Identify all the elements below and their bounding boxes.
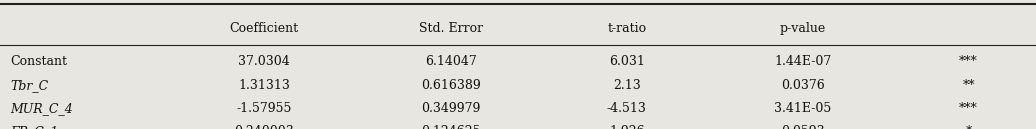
Text: MUR_C_4: MUR_C_4	[10, 102, 74, 115]
Text: 1.926: 1.926	[609, 125, 644, 129]
Text: 1.44E-07: 1.44E-07	[774, 55, 832, 68]
Text: 2.13: 2.13	[613, 79, 640, 92]
Text: 0.616389: 0.616389	[421, 79, 481, 92]
Text: t-ratio: t-ratio	[607, 22, 646, 35]
Text: p-value: p-value	[780, 22, 826, 35]
Text: 6.031: 6.031	[609, 55, 644, 68]
Text: 1.31313: 1.31313	[238, 79, 290, 92]
Text: FR_C_1: FR_C_1	[10, 125, 58, 129]
Text: 0.240003: 0.240003	[234, 125, 294, 129]
Text: -1.57955: -1.57955	[236, 102, 292, 115]
Text: **: **	[962, 79, 975, 92]
Text: 3.41E-05: 3.41E-05	[774, 102, 832, 115]
Text: Coefficient: Coefficient	[230, 22, 298, 35]
Text: 0.0593: 0.0593	[781, 125, 825, 129]
Text: 0.349979: 0.349979	[421, 102, 481, 115]
Text: 6.14047: 6.14047	[425, 55, 477, 68]
Text: Constant: Constant	[10, 55, 67, 68]
Text: Tbr_C: Tbr_C	[10, 79, 49, 92]
Text: Std. Error: Std. Error	[419, 22, 483, 35]
Text: 0.0376: 0.0376	[781, 79, 825, 92]
Text: 37.0304: 37.0304	[238, 55, 290, 68]
Text: *: *	[966, 125, 972, 129]
Text: 0.124625: 0.124625	[421, 125, 481, 129]
Text: ***: ***	[959, 102, 978, 115]
Text: ***: ***	[959, 55, 978, 68]
Text: -4.513: -4.513	[607, 102, 646, 115]
